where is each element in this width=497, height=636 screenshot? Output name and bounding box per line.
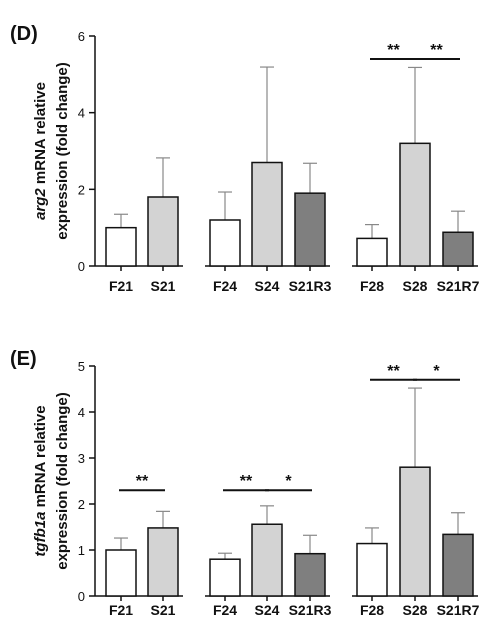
significance-label: * [285,473,292,490]
x-tick-label: S21R7 [437,602,480,618]
x-tick-label: S21R3 [289,602,332,618]
bar-f24 [209,219,241,267]
bar-f28 [356,237,388,267]
x-tick-label: F28 [360,278,384,294]
panel-label: (D) [10,23,38,45]
significance-label: ** [387,363,400,380]
bar-s28 [399,142,431,267]
bar-f24 [209,558,241,597]
x-tick-label: S24 [255,278,280,294]
x-tick-label: S21R7 [437,278,480,294]
y-tick-label: 3 [78,451,85,466]
y-tick-label: 1 [78,543,85,558]
significance-label: * [433,363,440,380]
bar-s24 [251,161,283,267]
x-tick-label: F21 [109,278,133,294]
x-tick-label: S21 [151,278,176,294]
bar-f21 [105,549,137,597]
bar-s21 [147,196,179,267]
x-tick-label: S21 [151,602,176,618]
bar-s21r3 [294,552,326,597]
x-tick-label: S21R3 [289,278,332,294]
y-tick-label: 2 [78,497,85,512]
x-tick-label: F24 [213,602,237,618]
bar-f28 [356,542,388,597]
bar-f21 [105,226,137,267]
y-tick-label: 5 [78,359,85,374]
x-tick-label: F21 [109,602,133,618]
y-axis-title-line1: arg2 mRNA relative [32,82,49,220]
y-axis-title-line1: tgfb1a mRNA relative [32,405,49,556]
bar-s21r7 [442,231,474,267]
panel-e: (E) tgfb1a mRNA relative expression (fold … [10,348,480,618]
y-axis-title-line2: expression (fold change) [54,62,71,240]
panel-d: (D) arg2 mRNA relative expression (fold ch… [10,23,480,294]
x-tick-label: S24 [255,602,280,618]
bar-s24 [251,523,283,597]
y-axis-title-line2: expression (fold change) [54,392,71,570]
y-tick-label: 2 [78,182,85,197]
x-tick-label: F24 [213,278,237,294]
significance-label: ** [430,42,443,59]
bar-s21r7 [442,533,474,597]
x-tick-label: S28 [403,278,428,294]
y-tick-label: 0 [78,589,85,604]
y-axis-title-text: mRNA relative [32,82,49,188]
significance-label: ** [136,473,149,490]
significance-label: ** [387,42,400,59]
y-tick-label: 6 [78,29,85,44]
panel-label: (E) [10,348,37,370]
y-axis-title-text: mRNA relative [32,405,49,511]
bar-s21r3 [294,192,326,267]
y-tick-label: 4 [78,405,85,420]
bar-s21 [147,527,179,597]
y-tick-label: 0 [78,259,85,274]
bar-s28 [399,466,431,597]
y-axis-gene-name: tgfb1a [32,512,49,557]
y-axis-gene-name: arg2 [32,188,49,220]
y-tick-label: 4 [78,106,85,121]
x-tick-label: S28 [403,602,428,618]
significance-label: ** [240,473,253,490]
x-tick-label: F28 [360,602,384,618]
